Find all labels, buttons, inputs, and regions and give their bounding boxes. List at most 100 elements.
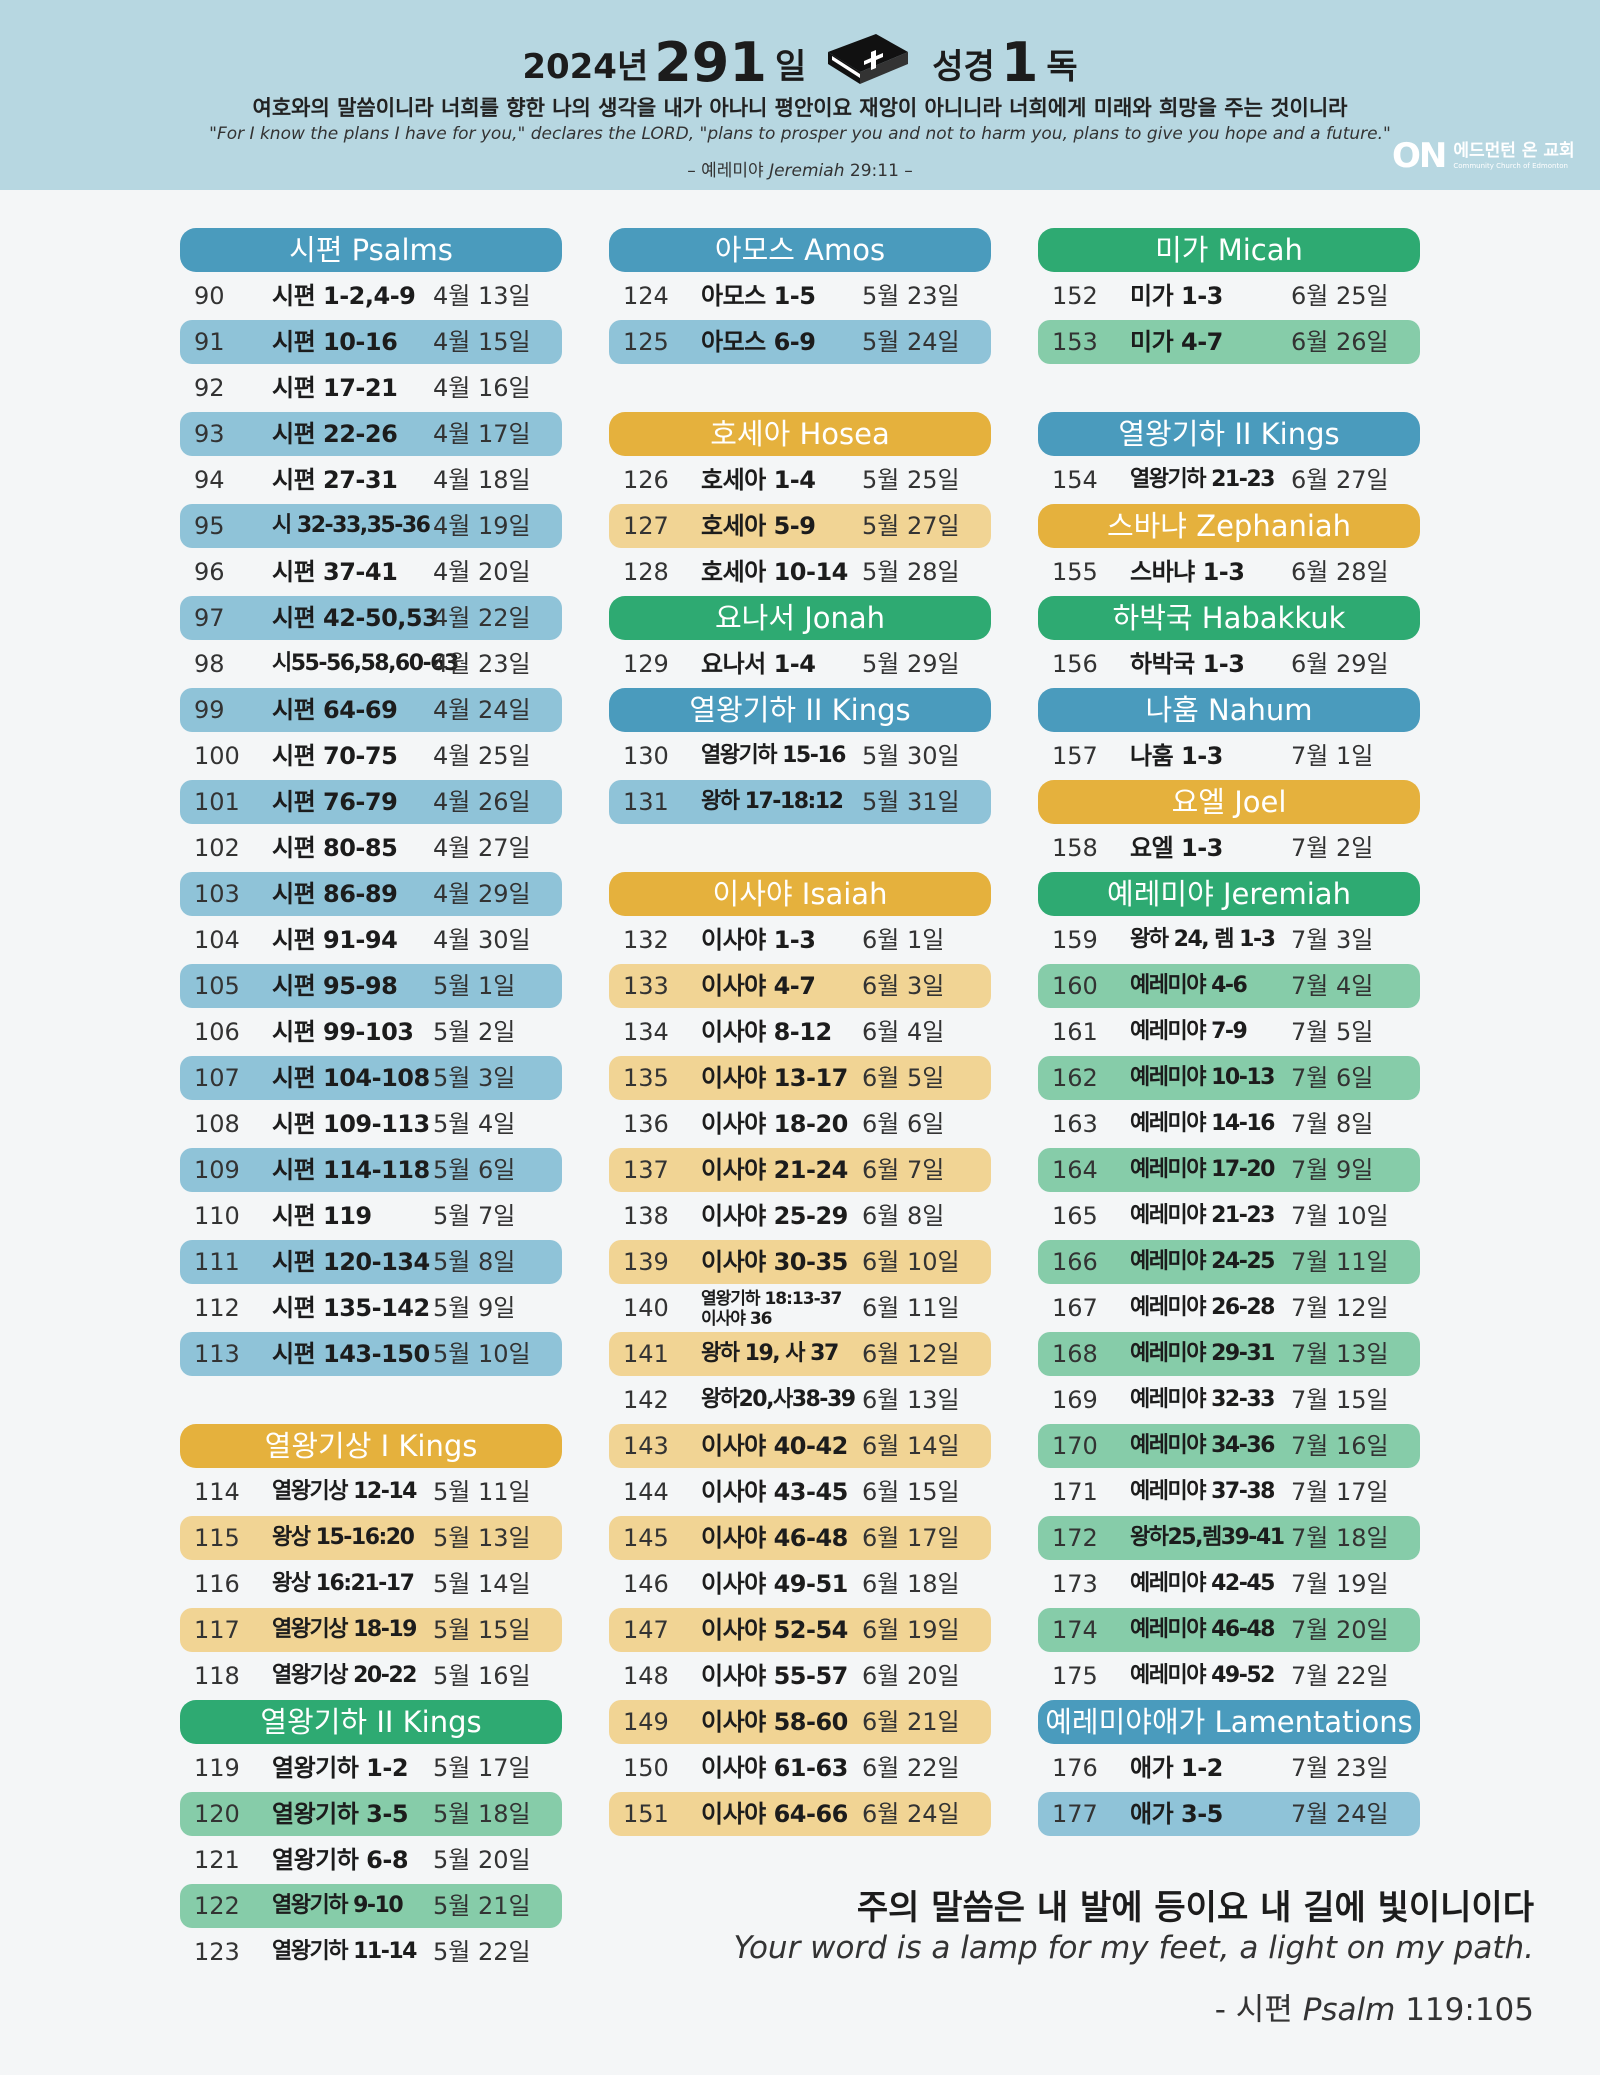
- reading-passage: 시편 70-75: [272, 742, 398, 770]
- reading-passage: 시편 37-41: [272, 558, 398, 586]
- reading-date: 4월 29일: [433, 880, 531, 908]
- reading-number: 104: [194, 926, 240, 954]
- reading-passage: 이사야 55-57: [701, 1662, 848, 1690]
- reading-date: 5월 28일: [862, 558, 960, 586]
- reading-passage: 이사야 61-63: [701, 1754, 848, 1782]
- reading-number: 92: [194, 374, 225, 402]
- reading-passage: 예레미야 14-16: [1130, 1111, 1275, 1136]
- reading-number: 171: [1052, 1478, 1098, 1506]
- reading-passage: 예레미야 32-33: [1130, 1387, 1275, 1412]
- section-gap: [1038, 366, 1420, 410]
- reading-passage: 이사야 1-3: [701, 926, 816, 954]
- reading-row: 91 시편 10-16 4월 15일: [180, 320, 562, 364]
- reading-number: 151: [623, 1800, 669, 1828]
- reading-passage: 스바냐 1-3: [1130, 558, 1245, 586]
- reading-row: 159 왕하 24, 렘 1-3 7월 3일: [1038, 918, 1420, 962]
- reading-row: 126 호세아 1-4 5월 25일: [609, 458, 991, 502]
- reading-date: 5월 8일: [433, 1248, 516, 1276]
- reading-number: 95: [194, 512, 225, 540]
- reading-row: 120 열왕기하 3-5 5월 18일: [180, 1792, 562, 1836]
- reading-row: 157 나훔 1-3 7월 1일: [1038, 734, 1420, 778]
- reading-number: 117: [194, 1616, 240, 1644]
- reading-date: 5월 25일: [862, 466, 960, 494]
- reading-number: 139: [623, 1248, 669, 1276]
- reading-date: 7월 13일: [1291, 1340, 1389, 1368]
- reading-number: 114: [194, 1478, 240, 1506]
- reading-passage: 열왕기하 1-2: [272, 1754, 409, 1782]
- reading-row: 164 예레미야 17-20 7월 9일: [1038, 1148, 1420, 1192]
- reading-row: 108 시편 109-113 5월 4일: [180, 1102, 562, 1146]
- reading-row: 153 미가 4-7 6월 26일: [1038, 320, 1420, 364]
- reading-passage: 열왕기하 11-14: [272, 1939, 417, 1964]
- reading-number: 102: [194, 834, 240, 862]
- reading-date: 7월 12일: [1291, 1294, 1389, 1322]
- reading-date: 5월 31일: [862, 788, 960, 816]
- reading-number: 137: [623, 1156, 669, 1184]
- reading-row: 119 열왕기하 1-2 5월 17일: [180, 1746, 562, 1790]
- book-section-header: 열왕기하 II Kings: [180, 1700, 562, 1744]
- reading-passage: 왕하25,렘39-41: [1130, 1525, 1285, 1550]
- reading-date: 5월 13일: [433, 1524, 531, 1552]
- reading-passage-line-2: 이사야 36: [701, 1309, 772, 1329]
- reading-passage: 시편 86-89: [272, 880, 398, 908]
- reading-row: 156 하박국 1-3 6월 29일: [1038, 642, 1420, 686]
- reading-number: 112: [194, 1294, 240, 1322]
- footer-verse-english: Your word is a lamp for my feet, a light…: [733, 1930, 1534, 1966]
- reading-passage: 예레미야 4-6: [1130, 973, 1248, 998]
- reading-number: 98: [194, 650, 225, 678]
- header-banner: 2024년 291 일 성경 1 독 여호와의 말씀이니라 너희를 향한 나의 …: [0, 0, 1600, 190]
- reading-number: 156: [1052, 650, 1098, 678]
- reading-passage: 왕하20,사38-39: [701, 1387, 856, 1412]
- reading-row: 168 예레미야 29-31 7월 13일: [1038, 1332, 1420, 1376]
- logo-english: Community Church of Edmonton: [1453, 161, 1568, 170]
- reading-number: 118: [194, 1662, 240, 1690]
- reading-row: 117 열왕기상 18-19 5월 15일: [180, 1608, 562, 1652]
- reading-row: 122 열왕기하 9-10 5월 21일: [180, 1884, 562, 1928]
- reading-passage: 아모스 6-9: [701, 328, 816, 356]
- reading-row: 148 이사야 55-57 6월 20일: [609, 1654, 991, 1698]
- reading-row: 150 이사야 61-63 6월 22일: [609, 1746, 991, 1790]
- reading-number: 128: [623, 558, 669, 586]
- reading-date: 5월 7일: [433, 1202, 516, 1230]
- reading-date: 7월 6일: [1291, 1064, 1374, 1092]
- reading-row: 152 미가 1-3 6월 25일: [1038, 274, 1420, 318]
- reading-passage: 호세아 5-9: [701, 512, 816, 540]
- reading-passage: 시편 10-16: [272, 328, 398, 356]
- reading-number: 165: [1052, 1202, 1098, 1230]
- reading-passage-line-1: 열왕기하 18:13-37: [701, 1289, 842, 1309]
- reading-number: 99: [194, 696, 225, 724]
- reading-passage: 요엘 1-3: [1130, 834, 1223, 862]
- reading-date: 4월 22일: [433, 604, 531, 632]
- reading-date: 5월 20일: [433, 1846, 531, 1874]
- reading-passage: 이사야 18-20: [701, 1110, 848, 1138]
- reading-number: 113: [194, 1340, 240, 1368]
- church-logo: ON 에드먼턴 온 교회 Community Church of Edmonto…: [1392, 136, 1575, 176]
- reading-date: 6월 29일: [1291, 650, 1389, 678]
- reading-row: 125 아모스 6-9 5월 24일: [609, 320, 991, 364]
- reading-date: 4월 18일: [433, 466, 531, 494]
- book-section-header: 예레미야애가 Lamentations: [1038, 1700, 1420, 1744]
- reading-passage: 시편 64-69: [272, 696, 398, 724]
- reading-date: 6월 19일: [862, 1616, 960, 1644]
- reading-number: 159: [1052, 926, 1098, 954]
- book-section-header: 열왕기하 II Kings: [609, 688, 991, 732]
- reading-row: 128 호세아 10-14 5월 28일: [609, 550, 991, 594]
- reading-row: 109 시편 114-118 5월 6일: [180, 1148, 562, 1192]
- reading-number: 107: [194, 1064, 240, 1092]
- ref-prefix: – 예레미야: [687, 161, 764, 181]
- header-verse-reference: – 예레미야 Jeremiah 29:11 –: [0, 156, 1600, 181]
- book-section-header: 미가 Micah: [1038, 228, 1420, 272]
- book-section-header: 하박국 Habakkuk: [1038, 596, 1420, 640]
- footer-ref-book: Psalm: [1302, 1992, 1396, 2028]
- reading-number: 142: [623, 1386, 669, 1414]
- reading-number: 141: [623, 1340, 669, 1368]
- reading-date: 7월 1일: [1291, 742, 1374, 770]
- bible-icon: [828, 34, 909, 84]
- reading-row: 147 이사야 52-54 6월 19일: [609, 1608, 991, 1652]
- reading-date: 6월 20일: [862, 1662, 960, 1690]
- reading-passage: 호세아 1-4: [701, 466, 816, 494]
- reading-number: 120: [194, 1800, 240, 1828]
- reading-number: 157: [1052, 742, 1098, 770]
- schedule-column-1: 시편 Psalms 90 시편 1-2,4-9 4월 13일 91 시편 10-16 4월 …: [180, 228, 562, 1976]
- reading-number: 163: [1052, 1110, 1098, 1138]
